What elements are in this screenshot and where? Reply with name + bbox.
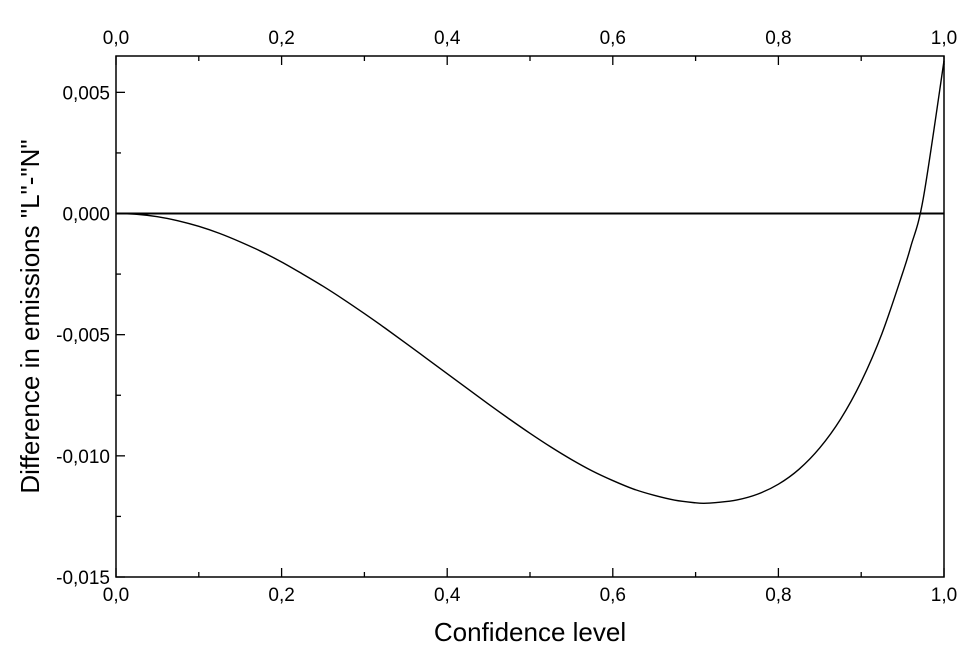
series-line <box>115 60 945 505</box>
x-tick-label-top: 0,0 <box>103 28 129 49</box>
x-tick-label-bottom: 0,6 <box>600 585 626 606</box>
x-axis-title: Confidence level <box>434 617 626 647</box>
x-tick-label-top: 0,6 <box>600 28 626 49</box>
x-tick-label-bottom: 0,2 <box>268 585 294 606</box>
y-tick-label: 0,000 <box>62 205 110 226</box>
x-tick-label-top: 0,4 <box>434 28 461 49</box>
y-axis-title: Difference in emissions "L"-"N" <box>15 139 45 493</box>
y-tick-label: -0,005 <box>56 326 110 347</box>
x-tick-label-bottom: 0,8 <box>765 585 791 606</box>
x-tick-label-bottom: 1,0 <box>931 585 957 606</box>
x-tick-label-top: 0,2 <box>268 28 294 49</box>
x-tick-label-bottom: 0,4 <box>434 585 461 606</box>
y-tick-label: -0,015 <box>56 568 110 589</box>
tick-labels-layer: 0,0 0,0 0,2 0,2 0,4 0,4 0,6 0,6 0,8 0,8 1,0 1,0 -0,0… <box>56 28 957 606</box>
y-tick-label: -0,010 <box>56 447 110 468</box>
x-tick-label-top: 0,8 <box>765 28 791 49</box>
y-tick-label: 0,005 <box>62 83 110 104</box>
ticks-layer <box>115 56 945 578</box>
x-tick-label-top: 1,0 <box>931 28 957 49</box>
plot-frame <box>115 55 945 578</box>
x-tick-label-bottom: 0,0 <box>103 585 129 606</box>
